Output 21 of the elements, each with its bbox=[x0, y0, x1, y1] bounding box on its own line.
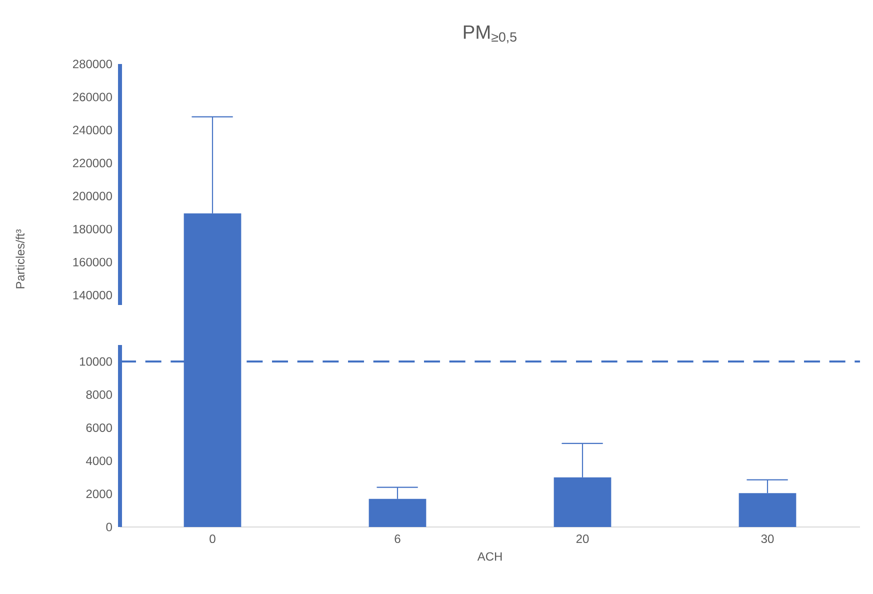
x-axis-title: ACH bbox=[477, 552, 502, 561]
x-tick-label: 20 bbox=[576, 534, 589, 544]
y-tick-label: 240000 bbox=[73, 126, 112, 134]
x-tick-label: 0 bbox=[210, 534, 216, 544]
x-tick-label: 6 bbox=[394, 534, 400, 544]
y-tick-label: 8000 bbox=[86, 390, 112, 399]
y-tick-label: 200000 bbox=[73, 192, 112, 200]
y-tick-label: 4000 bbox=[86, 456, 112, 466]
y-tick-label: 10000 bbox=[80, 357, 112, 366]
chart-title: PM$_{≥0,5}$ bbox=[464, 25, 516, 44]
y-tick-label: 260000 bbox=[73, 92, 112, 102]
y-tick-label: 220000 bbox=[73, 158, 112, 168]
y-axis-title: Particles/ft³ bbox=[16, 229, 25, 288]
y-tick-label: 280000 bbox=[73, 60, 112, 68]
y-tick-label: 160000 bbox=[73, 258, 112, 266]
y-tick-label: 180000 bbox=[73, 224, 112, 234]
y-tick-label: 6000 bbox=[86, 423, 112, 432]
x-tick-label: 30 bbox=[761, 534, 774, 544]
y-tick-label: 2000 bbox=[86, 490, 112, 498]
y-tick-label: 0 bbox=[106, 522, 112, 532]
y-tick-label: 140000 bbox=[73, 290, 112, 300]
